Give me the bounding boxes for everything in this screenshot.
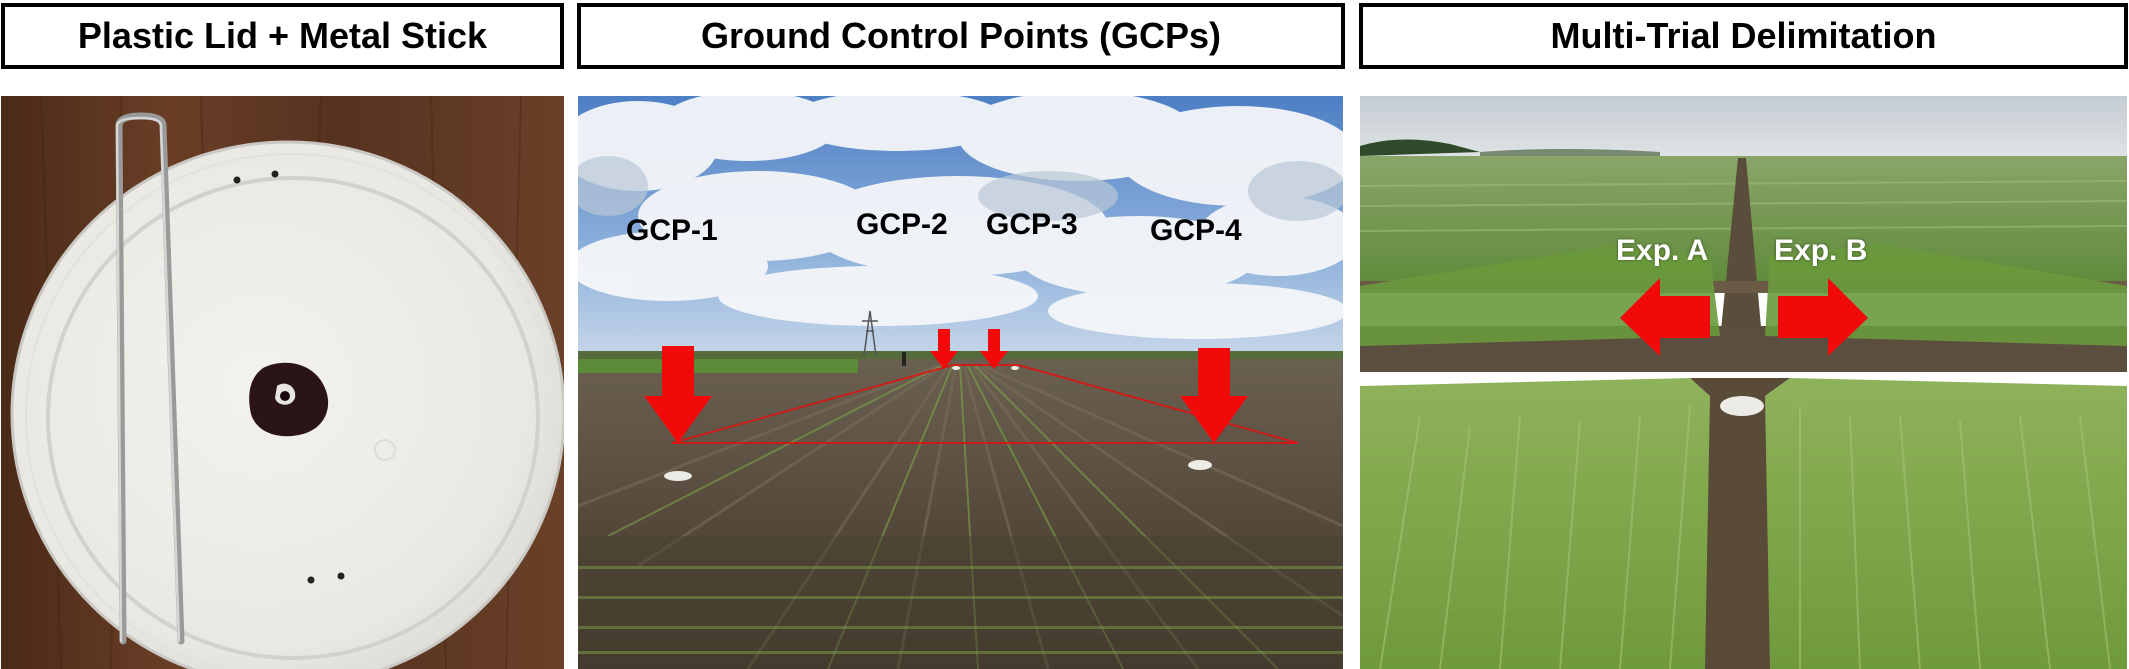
panel-title-multi-trial: Multi-Trial Delimitation [1359,3,2128,69]
panel-title-gcps: Ground Control Points (GCPs) [577,3,1345,69]
exp-b-label: Exp. B [1774,234,1868,267]
photo-gcp-field: GCP-1 GCP-2 GCP-3 GCP-4 [578,96,1343,669]
gcp-4-label: GCP-4 [1150,214,1242,247]
trial-arrows [1620,278,1868,356]
panel-title-lid: Plastic Lid + Metal Stick [1,3,564,69]
exp-a-label: Exp. A [1616,234,1709,267]
multi-trial-illustration [1360,96,2127,669]
gcp-1-label: GCP-1 [626,214,718,247]
gcp-2-label: GCP-2 [856,208,948,241]
gcp-3-label: GCP-3 [986,208,1078,241]
photo-lid-stick [1,96,564,669]
gcp-arrows [644,329,1248,443]
gcp-field-illustration [578,96,1343,669]
lid-illustration [1,96,564,669]
photo-multi-trial: Exp. A Exp. B [1360,96,2127,669]
